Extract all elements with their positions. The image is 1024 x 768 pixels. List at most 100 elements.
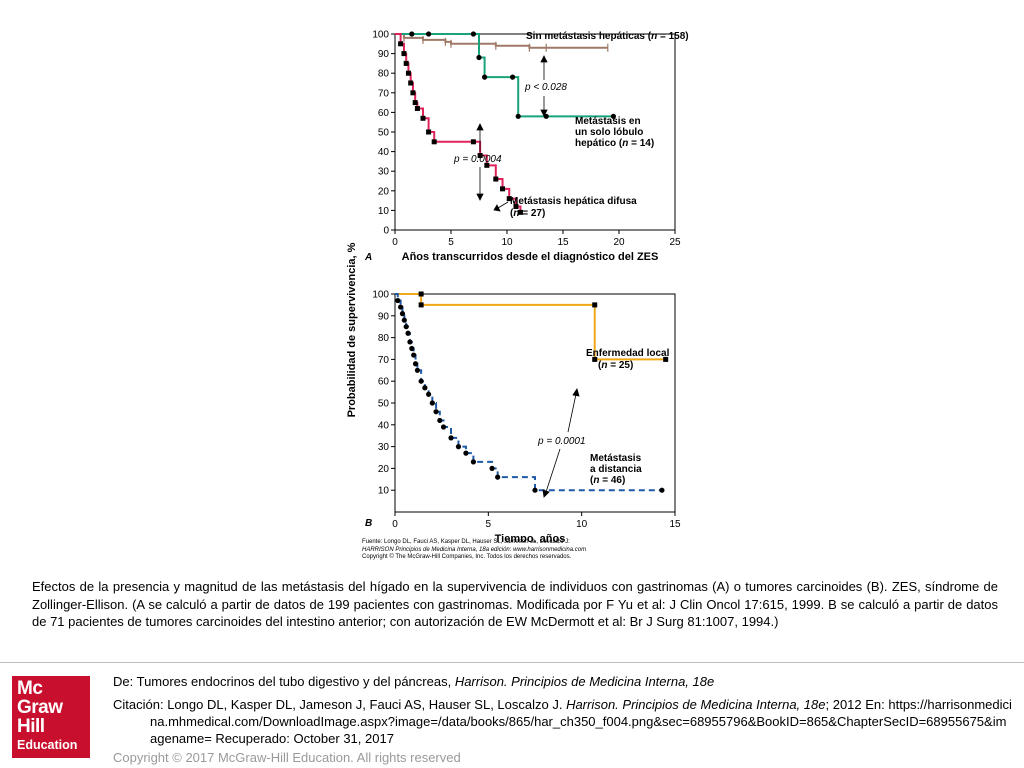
chart-a: 0 10 20 30 40 50 60 70 80 90 100 0 5 10 15 20 25 Años tra… — [372, 30, 681, 264]
data-point — [663, 356, 669, 362]
data-point — [418, 378, 424, 384]
x-tick-label: 10 — [576, 519, 588, 530]
data-point — [422, 385, 428, 391]
data-point — [431, 139, 437, 145]
y-tick-label: 70 — [378, 88, 390, 99]
data-point — [411, 352, 417, 358]
y-tick-label: 40 — [378, 147, 390, 158]
arrows-a — [476, 55, 548, 212]
y-tick-label: 60 — [378, 377, 390, 388]
x-tick-label: 15 — [557, 237, 569, 248]
x-tick-label: 5 — [486, 519, 492, 530]
data-point — [470, 31, 476, 37]
citation-footer: De: Tumores endocrinos del tubo digestiv… — [113, 673, 1013, 766]
logo-line: Mc — [17, 678, 43, 699]
data-point — [592, 302, 598, 308]
data-point — [407, 339, 413, 345]
data-point — [399, 311, 406, 317]
label-no-metastasis: Sin metástasis hepáticas (n = 158) — [526, 31, 689, 42]
data-point — [426, 129, 432, 135]
y-tick-label: 40 — [378, 420, 390, 431]
data-point — [482, 74, 488, 80]
figure-source: Fuente: Longo DL, Fauci AS, Kasper DL, H… — [362, 539, 662, 562]
panel-b-letter: B — [365, 518, 372, 529]
p-value-2: p = 0.0004 — [453, 154, 502, 165]
x-axis-label: Tiempo, años — [495, 533, 566, 542]
y-tick-label: 90 — [378, 49, 390, 60]
divider — [0, 662, 1024, 663]
data-point — [500, 186, 506, 192]
data-point — [418, 291, 424, 297]
data-point — [395, 297, 401, 304]
x-tick-label: 15 — [669, 519, 681, 530]
data-point — [426, 391, 432, 397]
data-point — [426, 31, 432, 37]
y-tick-label: 70 — [378, 355, 390, 366]
data-point — [484, 162, 490, 168]
data-point — [477, 153, 483, 159]
label-distant: Metástasis a distancia (n = 46) — [590, 453, 644, 486]
p-value-1: p < 0.028 — [524, 82, 567, 93]
y-tick-label: 10 — [378, 206, 390, 217]
data-point — [437, 417, 443, 424]
y-axis-label-svg: Probabilidad de supervivencia, % — [346, 242, 358, 417]
label-single-lobe: Metástasis en un solo lóbulo hepático (n… — [575, 116, 654, 149]
y-tick-label: 80 — [378, 333, 390, 344]
y-tick-label: 10 — [378, 486, 390, 497]
data-point — [510, 74, 516, 80]
y-tick-label: 50 — [378, 399, 390, 410]
series-line — [395, 293, 666, 361]
data-point — [420, 115, 426, 121]
data-point — [429, 400, 435, 406]
data-point — [414, 367, 420, 373]
data-point — [489, 465, 495, 471]
panel-a-letter: A — [364, 252, 372, 263]
data-point — [470, 459, 476, 465]
panel-a-labels: A Sin metástasis hepáticas (n = 158) Met… — [364, 31, 689, 263]
mcgraw-hill-logo: Mc Graw Hill Education — [12, 676, 90, 758]
data-point — [418, 302, 424, 308]
data-point — [448, 435, 454, 441]
data-point — [412, 100, 418, 106]
panel-b-labels: B Enfermedad local (n = 25) Metástasis a… — [365, 348, 672, 529]
y-tick-label: 20 — [378, 464, 390, 475]
source-line: Fuente: Longo DL, Fauci AS, Kasper DL, H… — [362, 539, 570, 545]
copyright: Copyright © 2017 McGraw-Hill Education. … — [113, 750, 461, 765]
data-point — [455, 444, 462, 450]
data-point — [592, 356, 598, 362]
data-point — [433, 409, 439, 415]
y-tick-label: 50 — [378, 128, 390, 139]
y-tick-label: 60 — [378, 108, 390, 119]
data-point — [401, 317, 407, 323]
data-point — [412, 361, 419, 367]
x-tick-label: 5 — [448, 237, 454, 248]
data-point — [405, 70, 411, 76]
data-point — [398, 41, 404, 47]
data-point — [408, 80, 414, 86]
logo-line: Hill — [17, 716, 45, 737]
source-title: De: Tumores endocrinos del tubo digestiv… — [113, 674, 715, 689]
figure-caption: Efectos de la presencia y magnitud de la… — [32, 579, 998, 629]
y-tick-label: 0 — [383, 226, 389, 237]
logo-line: Education — [17, 738, 78, 752]
label-local: Enfermedad local (n = 25) — [586, 348, 672, 371]
x-tick-label: 0 — [392, 519, 398, 530]
p-value-3: p = 0.0001 — [537, 436, 586, 447]
data-point — [398, 304, 404, 310]
data-point — [470, 139, 476, 145]
y-tick-label: 30 — [378, 442, 390, 453]
data-point — [495, 474, 501, 480]
data-point — [517, 209, 523, 215]
y-tick-label: 80 — [378, 69, 390, 80]
logo-line: Graw — [17, 697, 63, 718]
chart-b: 10 20 30 40 50 60 70 80 90 100 0 5 10 15 Tiempo, años — [372, 290, 681, 543]
x-tick-label: 25 — [669, 237, 681, 248]
data-point — [403, 324, 409, 330]
data-point — [493, 176, 499, 182]
data-point — [463, 450, 469, 456]
data-point — [515, 113, 521, 119]
survival-figure: 0 10 20 30 40 50 60 70 80 90 100 0 5 10 15 20 25 Años tra… — [330, 20, 690, 570]
x-tick-label: 10 — [501, 237, 513, 248]
source-line: Copyright © The McGraw-Hill Companies, I… — [362, 554, 572, 560]
data-point — [409, 345, 415, 352]
